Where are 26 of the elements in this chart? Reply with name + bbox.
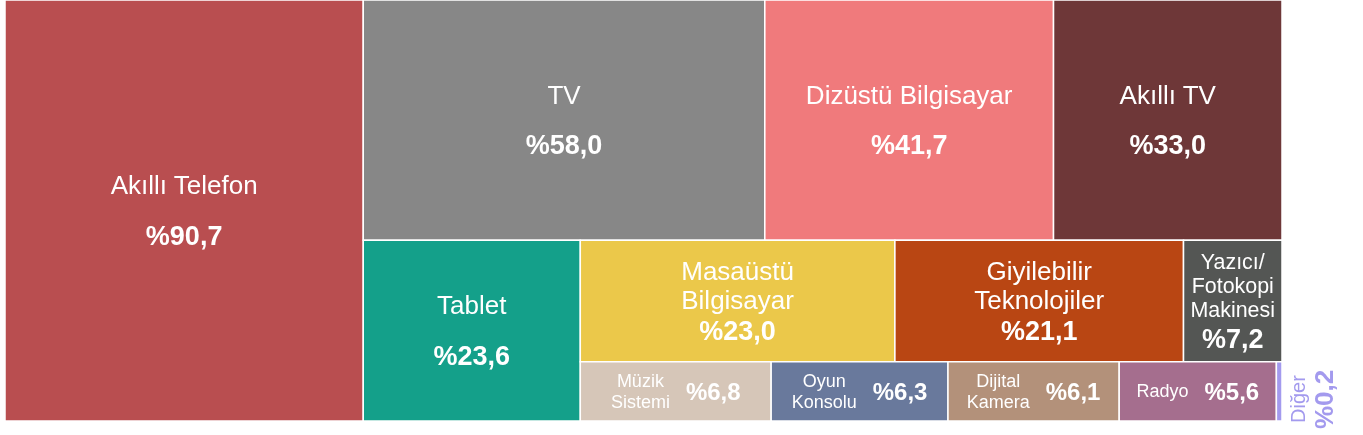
data-label: %21,1 [1000, 316, 1078, 347]
category-label: Akıllı TV [1119, 79, 1217, 110]
category-label: Akıllı Telefon [110, 170, 258, 201]
data-label: %23,0 [699, 316, 776, 347]
category-label: Diğer [1287, 374, 1309, 423]
data-label: %33,0 [1129, 130, 1207, 161]
category-label: Oyun Konsolu [791, 370, 857, 413]
data-label: %0,2 [1309, 369, 1339, 429]
category-label: Radyo [1136, 381, 1189, 402]
category-label: Dijital Kamera [966, 370, 1031, 413]
category-label: Dizüstü Bilgisayar [805, 79, 1013, 110]
category-label: Yazıcı/Fotokopi Makinesi [1190, 250, 1275, 323]
data-label: %6,1 [1045, 377, 1101, 405]
data-label: %41,7 [870, 130, 948, 161]
data-label: %90,7 [145, 220, 223, 251]
data-label: %7,2 [1201, 324, 1264, 355]
data-label: %6,8 [685, 377, 741, 405]
category-label: Tablet [437, 290, 508, 321]
data-label: %5,6 [1204, 377, 1260, 405]
category-label: Müzik Sistemi [610, 370, 670, 413]
data-label: %23,6 [433, 340, 511, 371]
data-label: %6,3 [872, 377, 928, 405]
category-label: Masaüstü Bilgisayar [681, 255, 795, 315]
category-label: TV [547, 79, 582, 110]
data-label: %58,0 [525, 130, 603, 161]
category-label: Giyilebilir Teknolojiler [974, 255, 1105, 315]
